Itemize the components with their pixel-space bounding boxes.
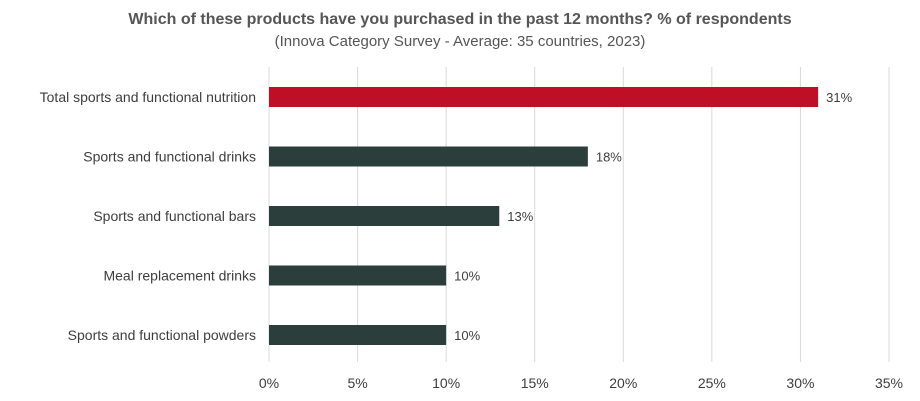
x-tick-label: 5% (347, 375, 367, 391)
chart-title: Which of these products have you purchas… (128, 11, 792, 28)
bar (269, 87, 819, 107)
category-label: Sports and functional powders (68, 327, 256, 343)
bar (269, 206, 500, 226)
category-label: Sports and functional drinks (83, 149, 256, 165)
grid-lines (268, 67, 890, 362)
x-tick-label: 20% (609, 375, 637, 391)
bar (269, 265, 447, 286)
bars (269, 87, 819, 345)
data-label: 18% (596, 150, 622, 165)
data-label: 10% (454, 328, 480, 343)
x-tick-label: 0% (259, 375, 279, 391)
category-label: Sports and functional bars (93, 208, 256, 224)
chart-subtitle: (Innova Category Survey - Average: 35 co… (274, 33, 646, 50)
x-tick-label: 25% (698, 375, 726, 391)
data-label: 13% (507, 209, 533, 224)
x-tick-label: 30% (786, 375, 814, 391)
bar (269, 146, 588, 167)
bar (269, 325, 447, 345)
x-axis-tick-labels: 0% 5% 10% 15% 20% 25% 30% 35% (259, 375, 903, 391)
x-tick-label: 35% (875, 375, 903, 391)
category-labels: Total sports and functional nutrition Spo… (40, 89, 256, 343)
category-label: Total sports and functional nutrition (40, 89, 256, 105)
data-labels: 31% 18% 13% 10% 10% (454, 90, 852, 343)
x-tick-label: 15% (521, 375, 549, 391)
data-label: 31% (826, 90, 852, 105)
x-tick-label: 10% (432, 375, 460, 391)
category-label: Meal replacement drinks (103, 268, 256, 284)
data-label: 10% (454, 269, 480, 284)
